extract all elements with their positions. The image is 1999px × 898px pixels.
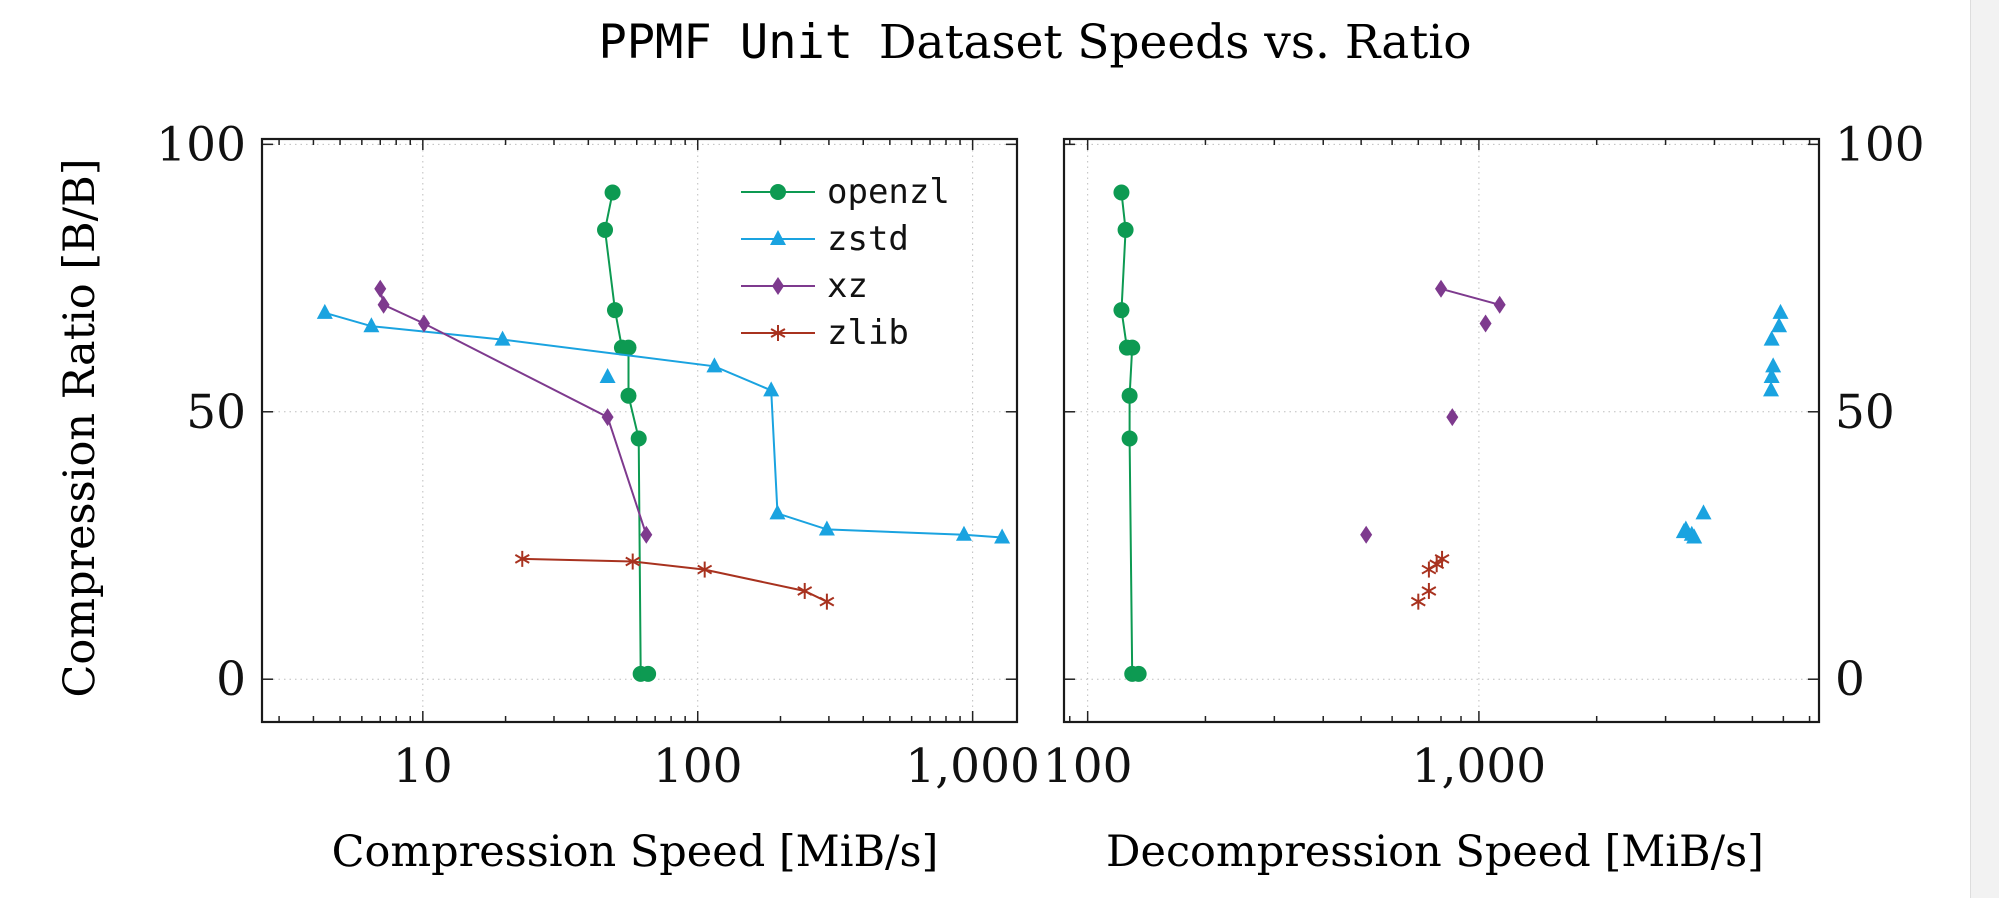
page-edge: [1970, 0, 1999, 898]
data-point-zstd: [818, 520, 835, 536]
plot-frame: [260, 137, 1019, 724]
data-point-openzl: [604, 184, 621, 201]
data-point-zstd: [316, 303, 333, 319]
data-point-xz: [1434, 279, 1447, 298]
data-point-zstd: [599, 368, 616, 384]
data-point-zlib: [697, 561, 713, 578]
legend-marker-xz: [772, 277, 784, 295]
data-point-zstd: [1763, 368, 1780, 384]
data-point-zlib: [819, 593, 835, 610]
legend-marker-openzl: [770, 184, 786, 200]
data-point-xz: [640, 525, 653, 544]
y-tick-label: 100: [1835, 117, 1925, 172]
legend-marker-zstd: [770, 230, 786, 245]
plot-frame: [1062, 137, 1821, 724]
series-line-xz: [1440, 287, 1500, 306]
x-tick-label: 10: [393, 739, 453, 794]
data-point-zlib: [1434, 550, 1450, 567]
data-point-xz: [1493, 295, 1506, 314]
legend-label-openzl: openzl: [827, 172, 950, 212]
series-line-zlib: [522, 557, 828, 603]
y-tick-label: 0: [216, 652, 246, 707]
data-point-openzl: [640, 665, 657, 682]
series-xz: [1360, 314, 1492, 544]
left-x-axis-label: Compression Speed [MiB/s]: [332, 827, 939, 877]
data-point-zstd: [1765, 357, 1782, 373]
data-point-openzl: [606, 302, 623, 319]
y-axis-label: Compression Ratio [B/B]: [55, 158, 105, 697]
data-point-openzl: [1124, 339, 1141, 356]
data-point-openzl: [1113, 184, 1130, 201]
data-point-zlib: [625, 553, 641, 570]
data-point-openzl: [597, 221, 614, 238]
y-tick-label: 50: [186, 385, 246, 440]
data-point-zstd: [1695, 504, 1712, 520]
series-zlib: [514, 550, 835, 610]
data-point-zstd: [1772, 303, 1789, 319]
data-point-xz: [1446, 408, 1459, 427]
legend: openzl zstd xz zlib: [741, 172, 950, 353]
series-xz: [374, 279, 653, 544]
data-point-xz: [601, 408, 614, 427]
legend-label-xz: xz: [827, 266, 868, 306]
data-point-openzl: [1121, 387, 1138, 404]
ticks: [1064, 139, 1819, 722]
data-point-zlib: [1421, 582, 1437, 599]
data-point-xz: [374, 279, 387, 298]
y-tick-label: 50: [1835, 385, 1895, 440]
y-tick-label: 100: [156, 117, 246, 172]
data-point-xz: [377, 295, 390, 314]
x-tick-label: 100: [1043, 739, 1133, 794]
series-openzl: [597, 184, 657, 682]
data-point-zstd: [763, 381, 780, 397]
compression-speed-plot: 10 100 1,000 0 50 100: [156, 117, 1040, 794]
series-zstd: [599, 368, 616, 384]
data-point-openzl: [620, 387, 637, 404]
data-point-zstd: [363, 317, 380, 333]
data-point-zstd: [1771, 317, 1788, 333]
legend-label-zstd: zstd: [827, 219, 909, 259]
grid: [1064, 139, 1819, 722]
data-point-zstd: [769, 504, 786, 520]
data-point-openzl: [1117, 221, 1134, 238]
y-tick-label: 0: [1835, 652, 1865, 707]
series-zstd: [1675, 303, 1789, 544]
data-point-openzl: [1121, 430, 1138, 447]
grid: [262, 139, 1017, 722]
x-tick-label: 100: [653, 739, 743, 794]
data-point-zlib: [797, 582, 813, 599]
data-point-zlib: [1410, 593, 1426, 610]
data-point-xz: [418, 314, 431, 333]
data-point-zstd: [706, 357, 723, 373]
series-openzl: [1113, 184, 1147, 682]
data-point-zlib: [514, 550, 530, 567]
series-zstd: [316, 303, 1011, 544]
data-point-zstd: [994, 528, 1011, 544]
data-point-zstd: [1763, 330, 1780, 346]
data-point-xz: [1479, 314, 1492, 333]
data-point-xz: [1360, 525, 1373, 544]
data-point-openzl: [1130, 665, 1147, 682]
data-point-openzl: [620, 339, 637, 356]
data-point-zstd: [955, 525, 972, 541]
chart-title-mono: PPMF Unit: [598, 15, 853, 70]
legend-marker-zlib: [770, 325, 786, 341]
data-point-zstd: [494, 330, 511, 346]
decompression-speed-plot: 100 1,000 0 50 100: [1043, 117, 1925, 794]
chart-title: PPMF Unit Dataset Speeds vs. Ratio: [598, 15, 1471, 70]
data-point-zlib: [1421, 561, 1437, 578]
series-zlib: [1410, 550, 1450, 610]
data-point-zstd: [1763, 381, 1780, 397]
right-x-axis-label: Decompression Speed [MiB/s]: [1106, 827, 1764, 877]
legend-label-zlib: zlib: [827, 313, 909, 353]
chart-title-serif: Dataset Speeds vs. Ratio: [879, 15, 1472, 70]
data-point-openzl: [630, 430, 647, 447]
data-point-zstd: [1686, 528, 1703, 544]
data-point-openzl: [1113, 302, 1130, 319]
x-tick-label: 1,000: [905, 739, 1040, 794]
series-xz: [1434, 279, 1506, 314]
x-tick-label: 1,000: [1412, 739, 1547, 794]
